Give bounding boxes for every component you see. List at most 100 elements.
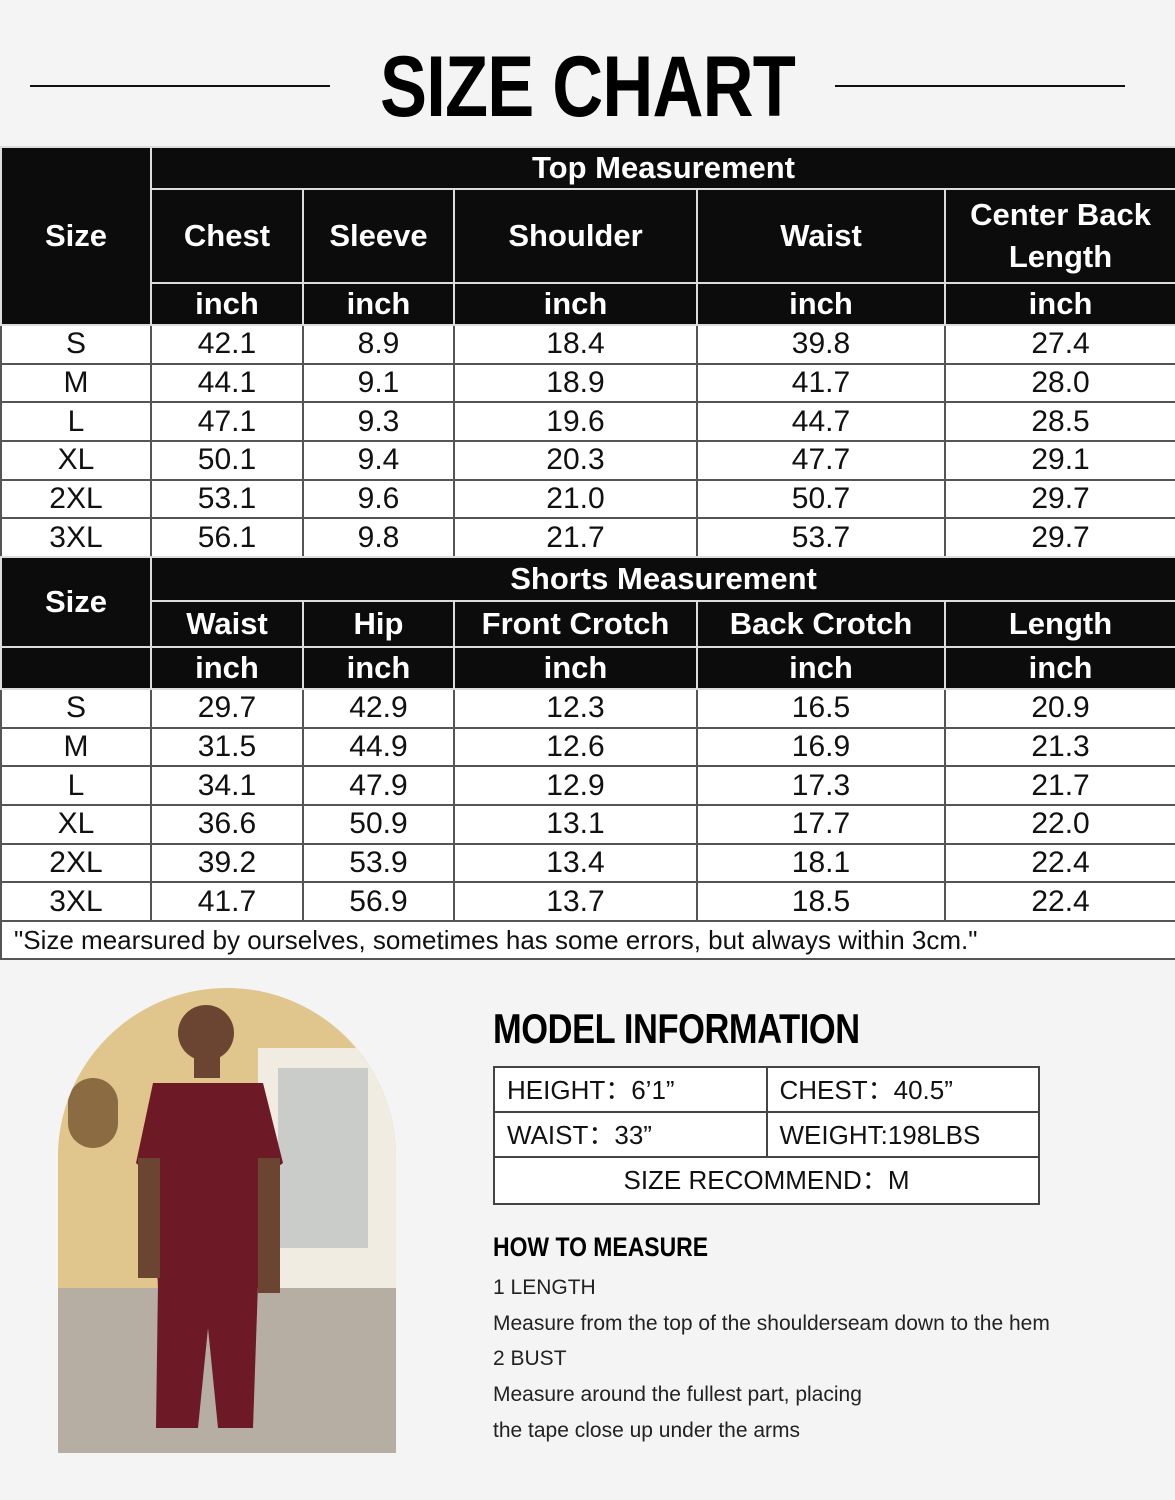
value-cell: 20.3 [453,440,698,481]
shorts-measurement-table: Size Shorts Measurement Waist Hip Front … [0,556,1175,961]
value-cell: 53.7 [696,517,946,559]
value-cell: 18.1 [696,842,946,884]
unit-header: inch [943,646,1175,690]
value-cell: 16.5 [696,688,946,729]
table-row: 2XL 53.1 9.6 21.0 50.7 29.7 [0,478,1175,520]
table-row: L 34.1 47.9 12.9 17.3 21.7 [0,765,1175,807]
value-cell: 18.9 [453,362,698,404]
value-cell: 53.1 [150,478,304,520]
unit-header: inch [453,282,698,326]
top-measurement-table: Size Top Measurement Chest Sleeve Should… [0,146,1175,559]
model-photo [58,988,396,1453]
value-cell: 29.7 [150,688,304,729]
table-row: L 47.1 9.3 19.6 44.7 28.5 [0,401,1175,443]
value-cell: 29.7 [943,478,1175,520]
value-cell: 44.9 [302,726,455,768]
value-cell: 28.5 [943,401,1175,443]
value-cell: 21.0 [453,478,698,520]
title-divider-left [30,85,330,87]
size-cell: S [0,688,152,729]
value-cell: 42.9 [302,688,455,729]
value-cell: 27.4 [943,324,1175,365]
table-row: XL 36.6 50.9 13.1 17.7 22.0 [0,804,1175,845]
size-cell: L [0,401,152,443]
table-row: 3XL 41.7 56.9 13.7 18.5 22.4 [0,881,1175,923]
value-cell: 9.1 [302,362,455,404]
value-cell: 9.4 [302,440,455,481]
value-cell: 44.1 [150,362,304,404]
table-row: M 31.5 44.9 12.6 16.9 21.3 [0,726,1175,768]
table-row: S 42.1 8.9 18.4 39.8 27.4 [0,324,1175,365]
column-header: Front Crotch [453,600,698,648]
column-header: Waist [150,600,304,648]
value-cell: 9.6 [302,478,455,520]
value-cell: 44.7 [696,401,946,443]
column-header: Sleeve [302,188,455,284]
unit-header: inch [150,282,304,326]
value-cell: 16.9 [696,726,946,768]
value-cell: 56.9 [302,881,455,923]
model-height: HEIGHT：6’1” [507,1075,675,1105]
column-header: Chest [150,188,304,284]
unit-header: inch [302,282,455,326]
value-cell: 20.9 [943,688,1175,729]
model-information-title: MODEL INFORMATION [493,1005,860,1052]
model-weight: WEIGHT:198LBS [765,1113,1039,1156]
value-cell: 17.7 [696,804,946,845]
column-header: Shoulder [453,188,698,284]
measurement-note: "Size mearsured by ourselves, sometimes … [0,920,1175,961]
value-cell: 50.1 [150,440,304,481]
value-cell: 34.1 [150,765,304,807]
table-row: XL 50.1 9.4 20.3 47.7 29.1 [0,440,1175,481]
size-cell: XL [0,804,152,845]
value-cell: 8.9 [302,324,455,365]
value-cell: 41.7 [150,881,304,923]
value-cell: 13.7 [453,881,698,923]
column-header: Hip [302,600,455,648]
unit-header: inch [696,282,946,326]
value-cell: 18.5 [696,881,946,923]
how-item-text: Measure from the top of the shoulderseam… [493,1312,1050,1335]
table-row: 2XL 39.2 53.9 13.4 18.1 22.4 [0,842,1175,884]
value-cell: 42.1 [150,324,304,365]
value-cell: 21.3 [943,726,1175,768]
value-cell: 41.7 [696,362,946,404]
model-information-table: HEIGHT：6’1” CHEST：40.5” WAIST：33” WEIGHT:1… [493,1066,1040,1205]
value-cell: 50.7 [696,478,946,520]
value-cell: 31.5 [150,726,304,768]
value-cell: 12.6 [453,726,698,768]
size-cell: 3XL [0,881,152,923]
how-item-heading: 1 LENGTH [493,1276,596,1299]
column-header: Length [943,600,1175,648]
table-row: 3XL 56.1 9.8 21.7 53.7 29.7 [0,517,1175,559]
model-waist: WAIST：33” [507,1120,652,1150]
column-header: Waist [696,188,946,284]
value-cell: 12.3 [453,688,698,729]
value-cell: 22.0 [943,804,1175,845]
size-header: Size [0,146,152,326]
value-cell: 56.1 [150,517,304,559]
size-cell: XL [0,440,152,481]
size-cell: M [0,362,152,404]
value-cell: 53.9 [302,842,455,884]
how-item-heading: 2 BUST [493,1347,567,1370]
value-cell: 50.9 [302,804,455,845]
value-cell: 18.4 [453,324,698,365]
value-cell: 39.2 [150,842,304,884]
size-cell: 2XL [0,478,152,520]
value-cell: 9.8 [302,517,455,559]
value-cell: 22.4 [943,842,1175,884]
model-chest: CHEST：40.5” [765,1068,1039,1111]
unit-header: inch [302,646,455,690]
value-cell: 29.7 [943,517,1175,559]
unit-header: inch [943,282,1175,326]
size-cell: 2XL [0,842,152,884]
value-cell: 47.1 [150,401,304,443]
how-item-text: the tape close up under the arms [493,1419,801,1442]
value-cell: 9.3 [302,401,455,443]
table-row: M 44.1 9.1 18.9 41.7 28.0 [0,362,1175,404]
how-item-text: Measure around the fullest part, placing [493,1383,862,1406]
value-cell: 13.1 [453,804,698,845]
title-area: SIZE CHART [0,30,1175,140]
unit-header: inch [696,646,946,690]
